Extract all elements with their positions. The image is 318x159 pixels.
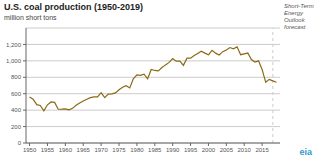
html-text:eia: eia — [299, 147, 312, 157]
html-text:million short tons: million short tons — [4, 14, 57, 21]
svg-text:1950: 1950 — [23, 147, 37, 153]
svg-text:2010: 2010 — [238, 147, 252, 153]
svg-text:1,200: 1,200 — [8, 42, 22, 48]
html-text:U.S. coal production (1950-201: U.S. coal production (1950-2019) — [4, 2, 143, 12]
svg-text:2000: 2000 — [202, 147, 216, 153]
svg-text:1975: 1975 — [112, 147, 126, 153]
svg-text:2005: 2005 — [220, 147, 234, 153]
svg-text:1980: 1980 — [130, 147, 144, 153]
html-text:Short-Term Energy Outlook fore: Short-Term Energy Outlook forecast — [284, 3, 314, 30]
svg-text:1970: 1970 — [94, 147, 108, 153]
svg-text:1995: 1995 — [184, 147, 198, 153]
svg-text:1955: 1955 — [41, 147, 55, 153]
svg-text:200: 200 — [11, 124, 22, 130]
svg-text:1,000: 1,000 — [8, 58, 22, 64]
svg-text:1960: 1960 — [59, 147, 73, 153]
svg-text:1965: 1965 — [77, 147, 91, 153]
svg-text:0: 0 — [18, 140, 22, 146]
svg-text:800: 800 — [11, 74, 22, 80]
svg-text:1990: 1990 — [166, 147, 180, 153]
svg-text:600: 600 — [11, 91, 22, 97]
svg-text:400: 400 — [11, 107, 22, 113]
svg-text:2015: 2015 — [255, 147, 269, 153]
svg-text:1985: 1985 — [148, 147, 162, 153]
